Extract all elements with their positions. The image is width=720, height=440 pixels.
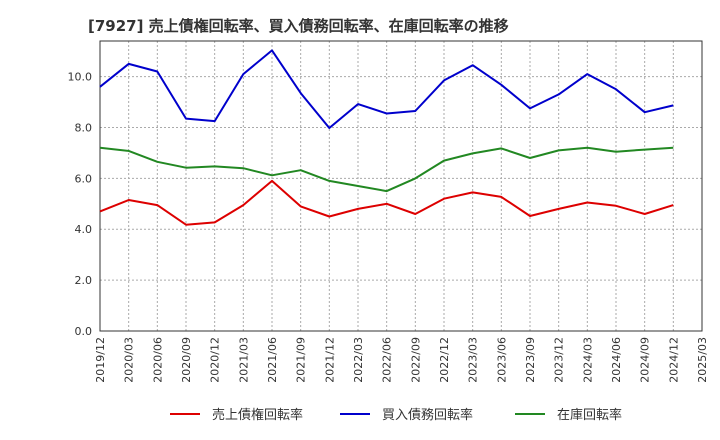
x-tick-label: 2021/09: [295, 337, 308, 383]
series-line-1: [99, 49, 674, 129]
x-tick-label: 2020/06: [151, 337, 164, 383]
x-tick-label: 2022/09: [409, 337, 422, 383]
x-tick-label: 2020/12: [209, 337, 222, 383]
legend-label-1: 買入債務回転率: [382, 407, 473, 423]
y-tick-label: 2.0: [75, 274, 93, 287]
series-line-0: [99, 179, 674, 226]
legend-label-0: 売上債権回転率: [212, 407, 303, 423]
series-line-2: [99, 146, 674, 193]
x-tick-label: 2024/03: [581, 337, 594, 383]
x-tick-label: 2021/06: [266, 337, 279, 383]
x-tick-label: 2024/09: [639, 337, 652, 383]
x-tick-label: 2024/12: [667, 337, 680, 383]
x-tick-label: 2021/03: [237, 337, 250, 383]
x-tick-label: 2023/12: [553, 337, 566, 383]
y-tick-label: 10.0: [68, 71, 93, 84]
series-lines: [99, 49, 674, 226]
chart-title: [7927] 売上債権回転率、買入債務回転率、在庫回転率の推移: [88, 17, 509, 35]
x-tick-label: 2022/12: [438, 337, 451, 383]
x-tick-label: 2024/06: [610, 337, 623, 383]
x-tick-label: 2019/12: [94, 337, 107, 383]
x-tick-label: 2021/12: [323, 337, 336, 383]
y-tick-label: 4.0: [75, 223, 93, 236]
grid: [100, 41, 702, 331]
x-tick-label: 2020/03: [123, 337, 136, 383]
legend: 売上債権回転率 買入債務回転率 在庫回転率: [170, 407, 622, 423]
x-tick-label: 2020/09: [180, 337, 193, 383]
x-tick-label: 2023/06: [495, 337, 508, 383]
x-tick-label: 2022/03: [352, 337, 365, 383]
y-tick-label: 0.0: [75, 325, 93, 338]
x-tick-label: 2023/09: [524, 337, 537, 383]
x-tick-label: 2023/03: [467, 337, 480, 383]
y-tick-label: 6.0: [75, 172, 93, 185]
x-tick-label: 2022/06: [381, 337, 394, 383]
x-tick-label: 2025/03: [696, 337, 709, 383]
x-axis-ticks: 2019/12 2020/03 2020/06 2020/09 2020/12 2021/…: [94, 337, 709, 383]
y-tick-label: 8.0: [75, 121, 93, 134]
plot-area-frame: [99, 40, 703, 332]
y-axis-ticks: 0.0 2.0 4.0 6.0 8.0 10.0: [68, 71, 93, 338]
legend-label-2: 在庫回転率: [557, 407, 622, 423]
